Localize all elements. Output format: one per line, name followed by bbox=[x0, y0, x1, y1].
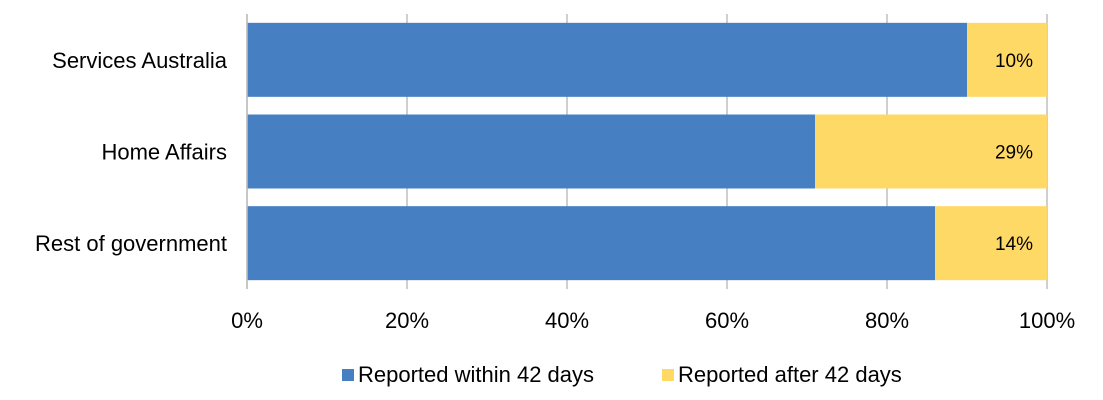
legend-label: Reported within 42 days bbox=[358, 362, 594, 387]
x-tick-label: 80% bbox=[865, 308, 909, 333]
bar-segment bbox=[247, 206, 935, 281]
category-label: Home Affairs bbox=[101, 140, 227, 165]
category-labels: Services Australia Home Affairs Rest of go… bbox=[35, 48, 228, 256]
x-tick-label: 100% bbox=[1019, 308, 1075, 333]
bar-segment bbox=[935, 206, 1047, 281]
category-label: Services Australia bbox=[52, 48, 228, 73]
legend-swatch bbox=[662, 369, 674, 381]
bar-segment bbox=[247, 22, 967, 97]
legend: Reported within 42 days Reported after 42… bbox=[342, 362, 902, 387]
bar-segment bbox=[815, 114, 1047, 189]
bar-segment bbox=[247, 114, 815, 189]
data-labels: 10% 29% 14% bbox=[995, 51, 1033, 255]
legend-swatch bbox=[342, 369, 354, 381]
bars bbox=[247, 22, 1047, 281]
x-tick-label: 20% bbox=[385, 308, 429, 333]
x-tick-label: 60% bbox=[705, 308, 749, 333]
data-label: 14% bbox=[995, 234, 1033, 255]
x-tick-labels: 0% 20% 40% 60% 80% 100% bbox=[231, 308, 1075, 333]
x-tick-label: 40% bbox=[545, 308, 589, 333]
category-label: Rest of government bbox=[35, 231, 227, 256]
legend-label: Reported after 42 days bbox=[678, 362, 902, 387]
data-label: 10% bbox=[995, 51, 1033, 72]
bar-segment bbox=[967, 22, 1047, 97]
data-label: 29% bbox=[995, 143, 1033, 164]
x-tick-label: 0% bbox=[231, 308, 263, 333]
